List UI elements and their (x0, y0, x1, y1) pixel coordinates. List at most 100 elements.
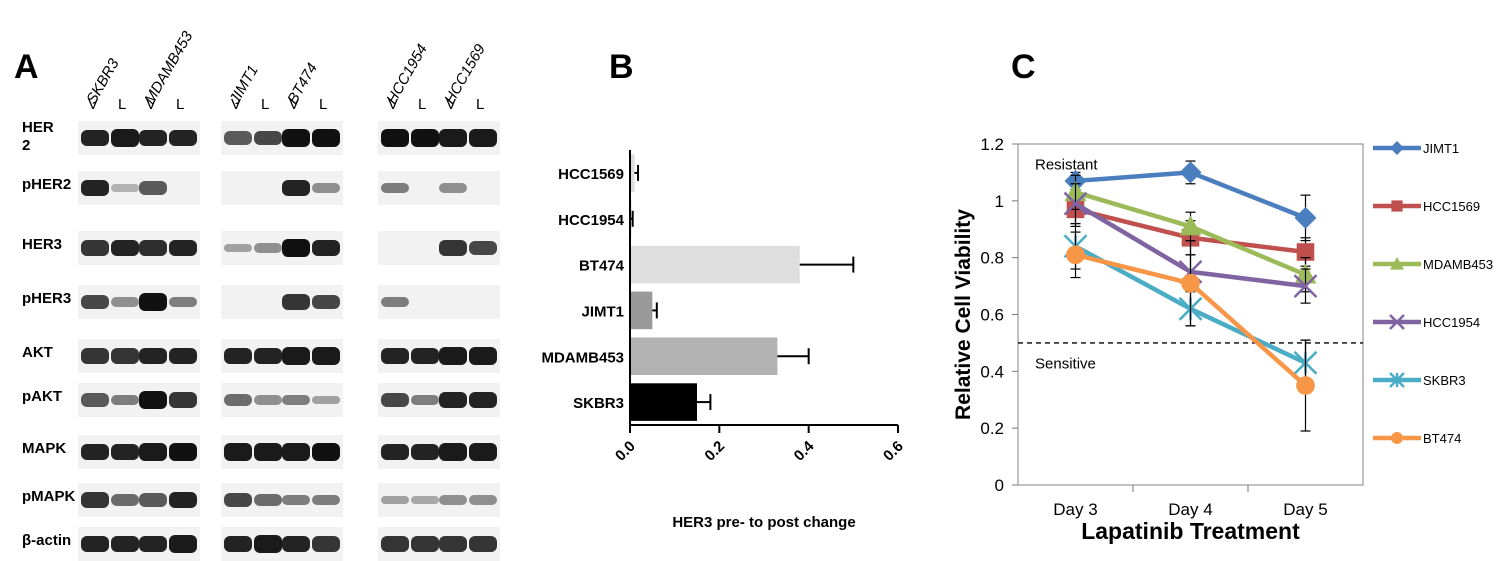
protein-band (381, 495, 409, 505)
lane-label: V (231, 96, 242, 113)
protein-band (282, 179, 310, 197)
protein-band (411, 496, 439, 504)
blot-row-label: HER 2 (22, 119, 54, 154)
x-tick-label: 0.4 (791, 437, 818, 464)
protein-band (312, 395, 340, 405)
lane-label: V (446, 96, 457, 113)
protein-band (169, 443, 197, 461)
category-label: JIMT1 (581, 303, 624, 320)
marker-circle (1296, 376, 1315, 395)
protein-band (439, 391, 467, 409)
x-tick-label: 0.0 (612, 438, 639, 465)
protein-band (282, 129, 310, 147)
protein-band (469, 129, 497, 147)
protein-band (312, 183, 340, 193)
protein-band (81, 393, 109, 407)
x-tick-label: Day 4 (1168, 500, 1212, 519)
blot-row-label: β-actin (22, 532, 72, 549)
protein-band (439, 240, 467, 256)
protein-band (169, 129, 197, 147)
protein-band (439, 443, 467, 461)
y-tick-label: 0.6 (980, 306, 1004, 325)
marker-diamond (1390, 141, 1404, 155)
protein-band (282, 239, 310, 257)
protein-band (111, 184, 139, 192)
marker-square (1296, 243, 1315, 261)
protein-band (439, 129, 467, 147)
category-label: MDAMB453 (541, 349, 624, 366)
protein-band (169, 296, 197, 308)
blot-row-label: MAPK (22, 440, 67, 457)
protein-band (111, 443, 139, 461)
blot-row-label: pHER2 (22, 176, 72, 193)
legend-label: SKBR3 (1423, 373, 1466, 388)
protein-band (254, 535, 282, 553)
protein-band (81, 443, 109, 461)
protein-band (282, 494, 310, 506)
protein-band (139, 239, 167, 257)
x-tick-label: 0.6 (880, 438, 907, 465)
lane-label: V (146, 96, 157, 113)
protein-band (139, 493, 167, 507)
marker-x (1389, 314, 1405, 330)
legend-label: BT474 (1423, 431, 1461, 446)
protein-band (169, 392, 197, 408)
protein-band (111, 494, 139, 506)
protein-band (169, 239, 197, 257)
marker-square (1391, 200, 1403, 212)
protein-band (139, 129, 167, 147)
marker-triangle (1390, 257, 1404, 270)
y-tick-label: 1 (995, 192, 1004, 211)
blot-row-label: pAKT (22, 388, 62, 405)
x-axis-label: Lapatinib Treatment (1081, 518, 1300, 544)
bar (630, 154, 635, 192)
legend-label: MDAMB453 (1423, 257, 1493, 272)
protein-band (469, 240, 497, 256)
protein-band (312, 347, 340, 365)
resistant-annotation: Resistant (1035, 157, 1098, 174)
sensitive-annotation: Sensitive (1035, 355, 1096, 372)
y-tick-label: 0.8 (980, 249, 1004, 268)
blot-strip (378, 483, 500, 517)
protein-band (139, 293, 167, 311)
protein-band (224, 131, 252, 145)
protein-band (469, 391, 497, 409)
x-axis-label: HER3 pre- to post change (672, 514, 855, 531)
y-tick-label: 1.2 (980, 135, 1004, 154)
y-tick-label: 0 (995, 476, 1004, 495)
protein-band (469, 495, 497, 505)
protein-band (224, 243, 252, 253)
cell-viability-line-chart: 0 0.2 0.4 0.6 0.8 1 1.2 Day 3 Day 4 Day 5 Resistan… (952, 135, 1493, 544)
protein-band (312, 536, 340, 552)
protein-band (439, 183, 467, 193)
protein-band (254, 494, 282, 506)
protein-band (469, 443, 497, 461)
protein-band (139, 535, 167, 553)
lane-label: V (88, 96, 99, 113)
protein-band (254, 395, 282, 405)
lane-label: L (476, 96, 485, 113)
protein-band (411, 536, 439, 552)
protein-band (439, 495, 467, 505)
protein-band (111, 394, 139, 406)
protein-band (81, 294, 109, 310)
protein-band (111, 129, 139, 147)
protein-band (254, 130, 282, 146)
panel-b-letter: B (609, 48, 634, 86)
panel-a-letter: A (14, 48, 39, 86)
protein-band (224, 394, 252, 406)
category-label: BT474 (579, 258, 625, 275)
protein-band (139, 347, 167, 365)
protein-band (139, 181, 167, 195)
panel-c-letter: C (1011, 48, 1036, 86)
protein-band (312, 294, 340, 310)
protein-band (469, 347, 497, 365)
x-tick-label: Day 5 (1283, 500, 1327, 519)
blot-row-label: HER3 (22, 236, 63, 253)
protein-band (111, 239, 139, 257)
protein-band (254, 347, 282, 365)
protein-band (282, 347, 310, 365)
protein-band (381, 347, 409, 365)
protein-band (469, 536, 497, 552)
protein-band (169, 491, 197, 509)
